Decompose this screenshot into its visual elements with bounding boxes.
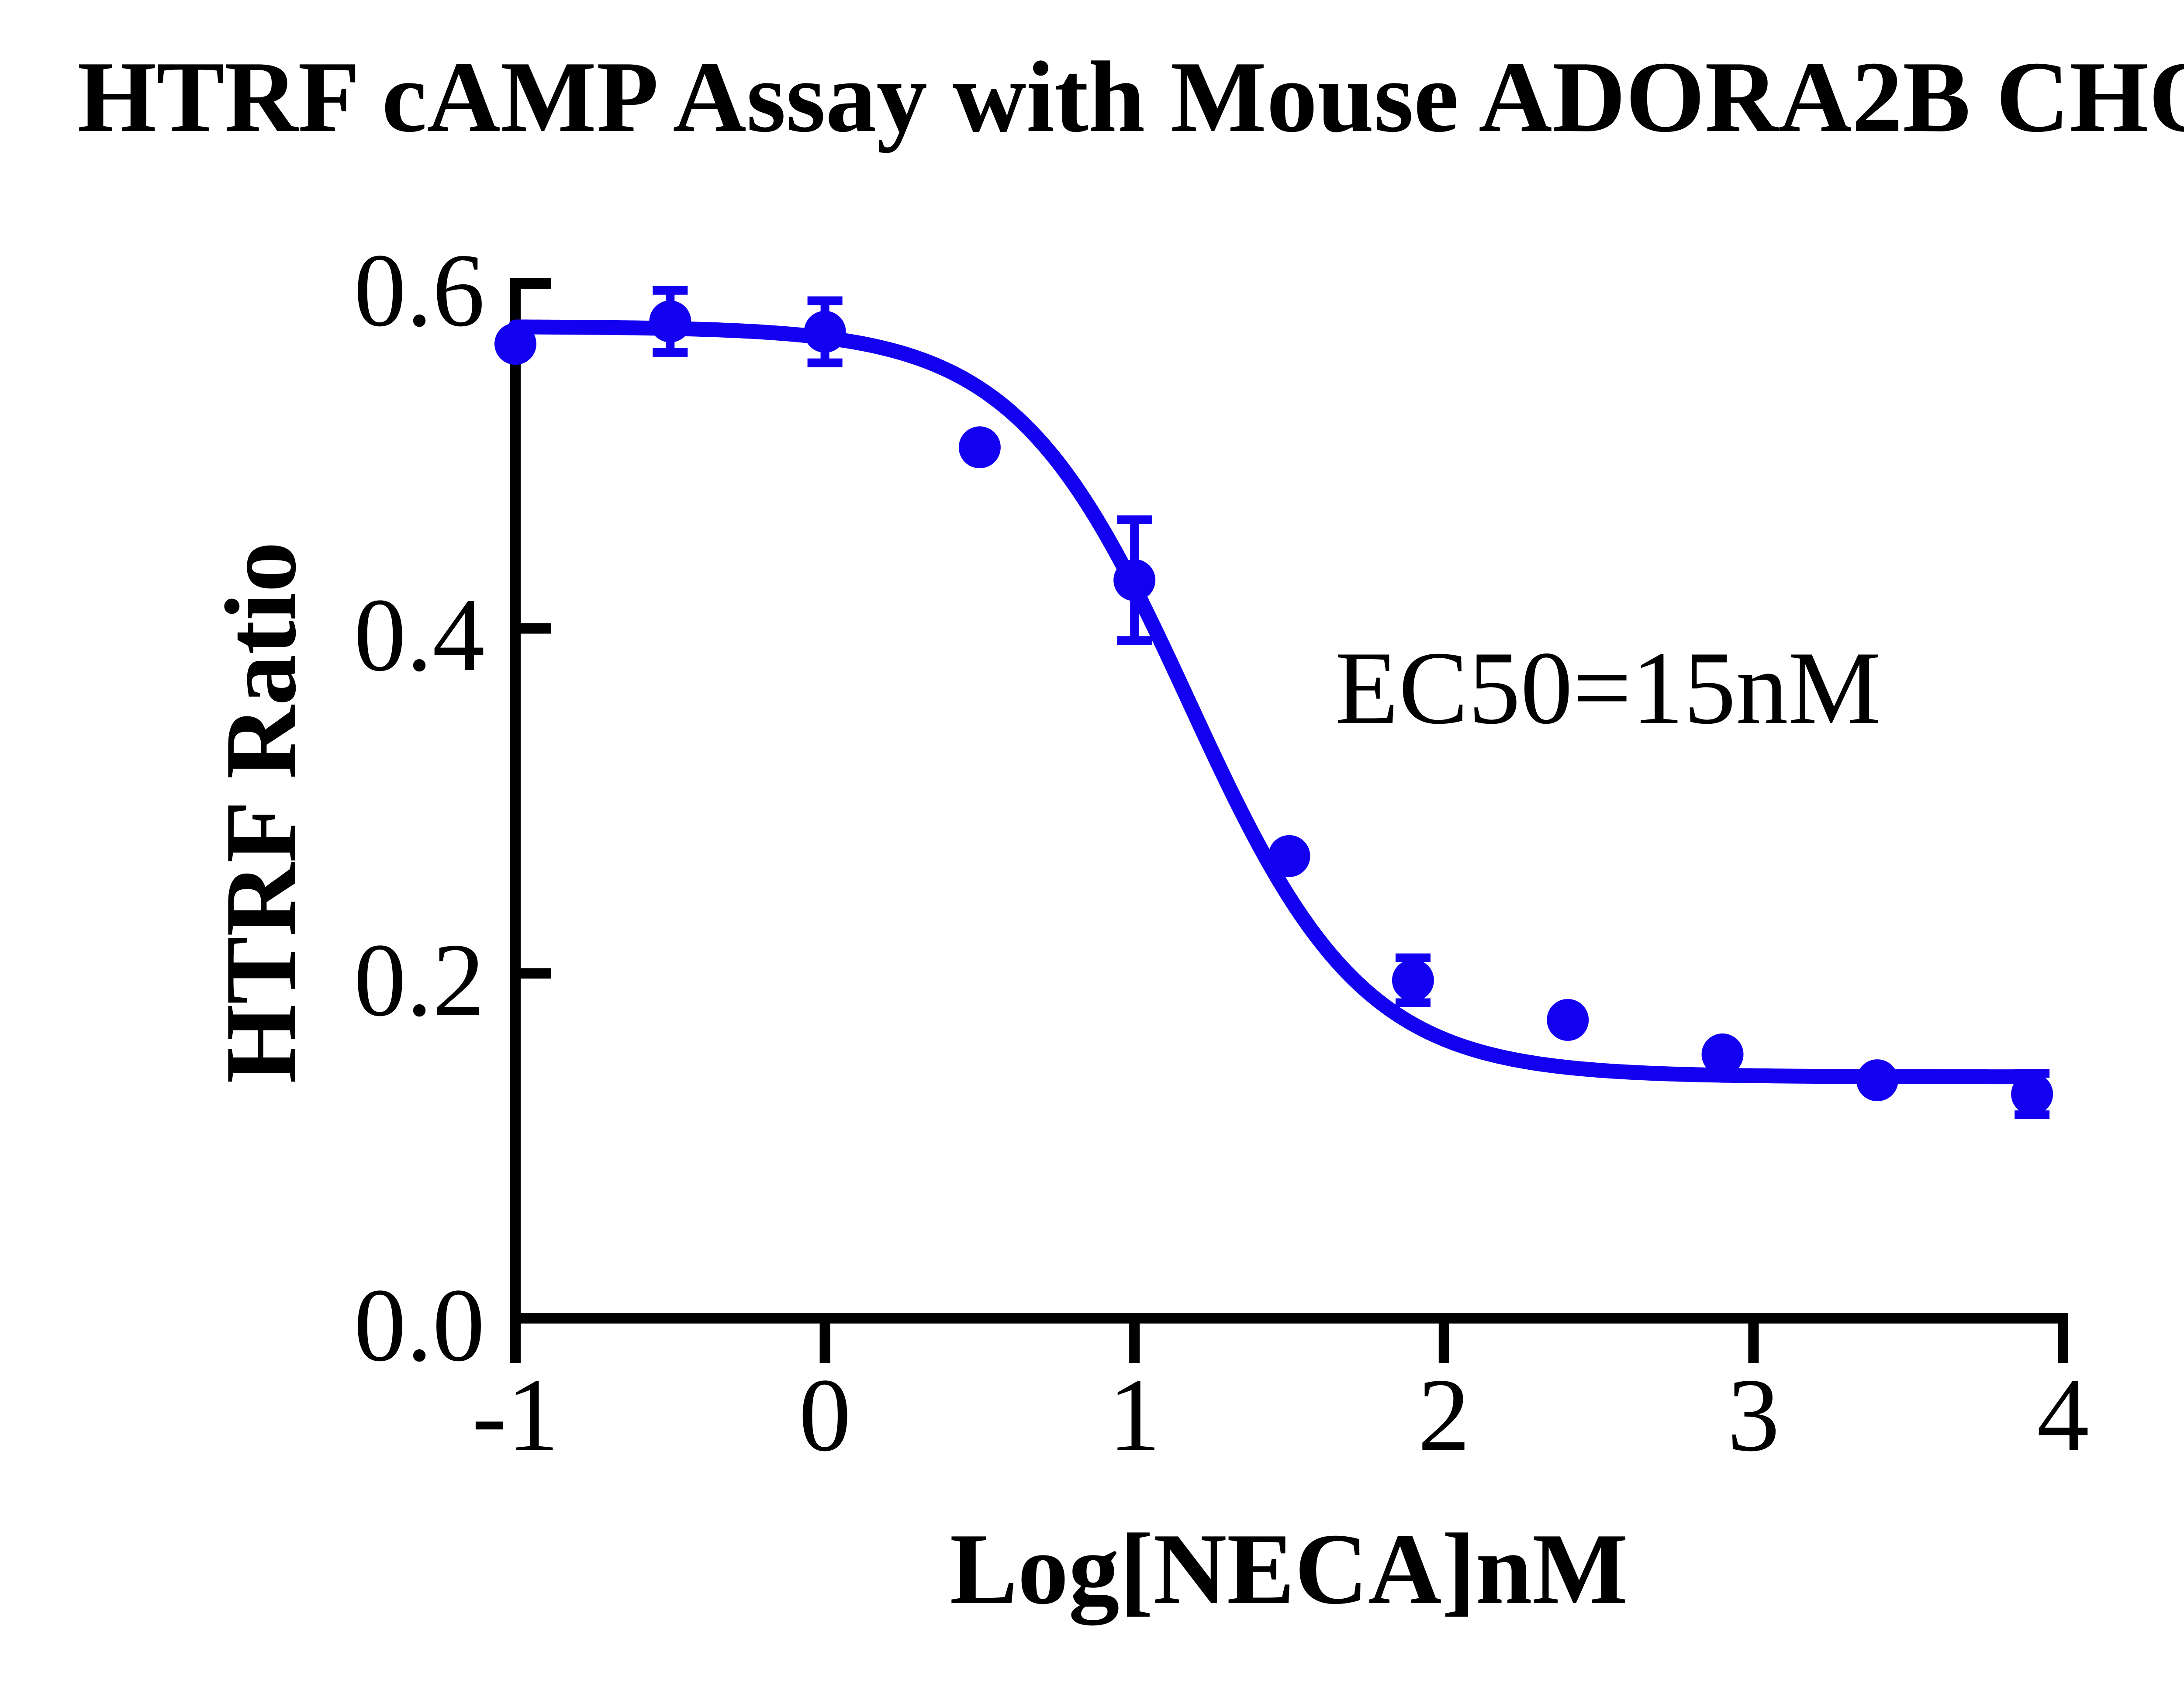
svg-text:0.0: 0.0 [354,1267,485,1383]
svg-text:0.4: 0.4 [354,577,485,693]
svg-text:HTRF cAMP Assay with Mouse ADO: HTRF cAMP Assay with Mouse ADORA2B CHO(C… [77,26,2184,157]
svg-text:0.2: 0.2 [354,922,485,1038]
svg-text:3: 3 [1727,1357,1780,1473]
svg-text:-1: -1 [472,1357,559,1473]
svg-text:Log[NECA]nM: Log[NECA]nM [950,1513,1628,1626]
svg-text:0.6: 0.6 [354,232,485,348]
svg-text:EC50=15nM: EC50=15nM [1335,630,1881,746]
svg-text:4: 4 [2037,1357,2089,1473]
svg-text:1: 1 [1108,1357,1161,1473]
svg-text:HTRF Ratio: HTRF Ratio [204,542,317,1083]
svg-text:2: 2 [1418,1357,1470,1473]
svg-text:0: 0 [799,1357,851,1473]
